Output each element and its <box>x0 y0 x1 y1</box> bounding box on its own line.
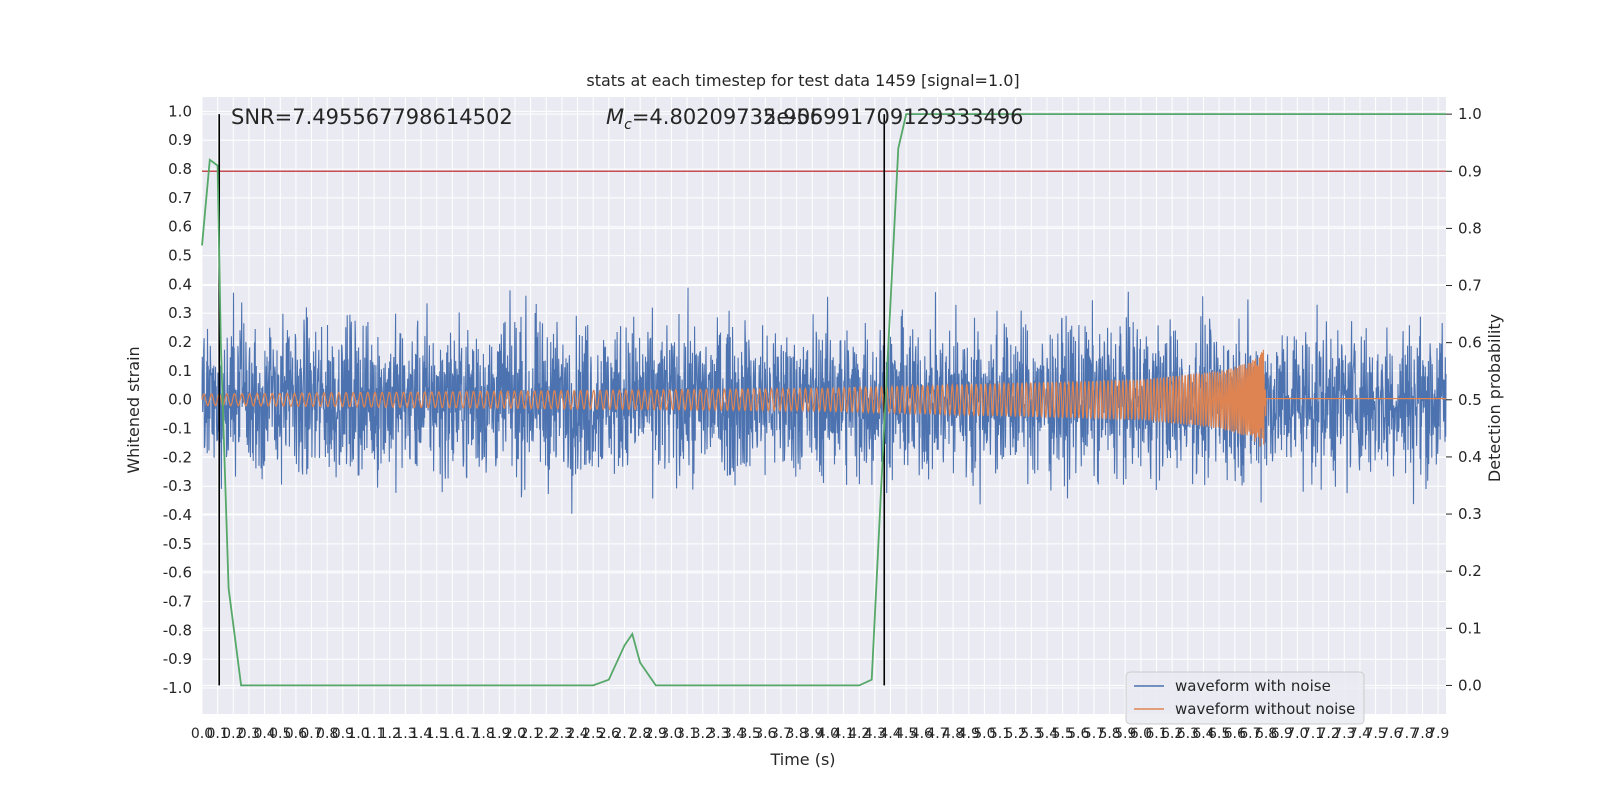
y-tick-label: 0.1 <box>168 362 192 380</box>
y-right-tick-label: 0.1 <box>1458 619 1482 637</box>
y-right-tick-label: 0.5 <box>1458 391 1482 409</box>
y-tick-label: 0.8 <box>168 160 192 178</box>
y-tick-label: -0.5 <box>163 535 192 553</box>
x-axis-label: Time (s) <box>769 750 835 769</box>
x-axis: 0.00.10.20.30.40.50.60.70.80.91.01.11.21… <box>191 726 1449 742</box>
y-tick-label: 0.2 <box>168 333 192 351</box>
y-tick-label: 0.4 <box>168 275 192 293</box>
y-tick-label: 0.0 <box>168 391 192 409</box>
y-tick-label: 0.9 <box>168 131 192 149</box>
legend-label-noise: waveform with noise <box>1175 677 1331 695</box>
chart: 1.0 0.9 0.8 0.7 0.6 0.5 0.4 0.3 0.2 0.1 0.0 -0.1 -0.… <box>0 0 1600 800</box>
y-tick-label: -0.3 <box>163 477 192 495</box>
y-right-tick-label: 1.0 <box>1458 105 1482 123</box>
y-tick-label: 0.7 <box>168 189 192 207</box>
y-tick-label: 0.6 <box>168 218 192 236</box>
y-tick-label: -0.6 <box>163 564 192 582</box>
chart-title: stats at each timestep for test data 145… <box>586 71 1019 90</box>
y-tick-label: -0.7 <box>163 593 192 611</box>
y-right-tick-label: 0.9 <box>1458 162 1482 180</box>
legend: waveform with noise waveform without noi… <box>1126 672 1364 724</box>
y-right-tick-label: 0.8 <box>1458 219 1482 237</box>
snr-annotation: SNR=7.495567798614502 <box>231 105 513 129</box>
y-axis-label: Whitened strain <box>124 346 143 473</box>
x-tick-label: 7.9 <box>1427 726 1449 742</box>
y-tick-label: -0.4 <box>163 506 192 524</box>
y-tick-label: -1.0 <box>163 679 192 697</box>
chirp-mass-symbol: M <box>606 105 624 129</box>
y-tick-label: -0.8 <box>163 621 192 639</box>
y-tick-label: 0.5 <box>168 247 192 265</box>
y-right-tick-label: 0.3 <box>1458 505 1482 523</box>
y-tick-label: -0.1 <box>163 420 192 438</box>
y-right-tick-label: 0.6 <box>1458 334 1482 352</box>
y-right-tick-label: 0.2 <box>1458 562 1482 580</box>
overlapping-annotation: 5.956991709129333496 <box>763 105 1024 129</box>
y-right-tick-label: 0.0 <box>1458 676 1482 694</box>
y-tick-label: 0.3 <box>168 304 192 322</box>
y-tick-label: -0.9 <box>163 650 192 668</box>
y-right-tick-label: 0.7 <box>1458 277 1482 295</box>
y-right-tick-label: 0.4 <box>1458 448 1482 466</box>
y-axis-right-label: Detection probability <box>1485 314 1504 482</box>
y-tick-label: 1.0 <box>168 102 192 120</box>
legend-label-clean: waveform without noise <box>1175 700 1355 718</box>
y-tick-label: -0.2 <box>163 448 192 466</box>
